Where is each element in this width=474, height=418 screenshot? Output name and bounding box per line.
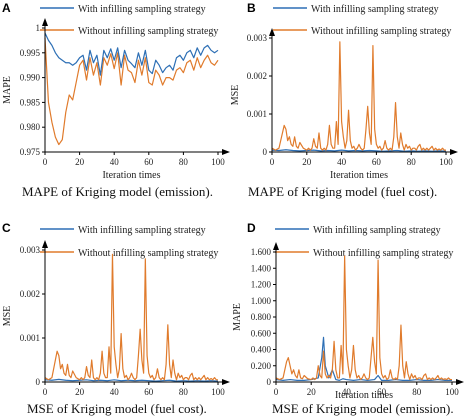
y-axis-title: MAPE — [2, 76, 13, 104]
y-tick-label: 0.200 — [251, 361, 272, 371]
panel-letter: D — [247, 221, 256, 235]
x-tick-label: 20 — [75, 157, 85, 167]
y-tick-label: 0.002 — [247, 71, 267, 81]
y-tick-label: 1.600 — [251, 247, 272, 257]
y-axis-title: MSE — [230, 85, 241, 106]
y-tick-label: 0.990 — [20, 73, 41, 83]
y-tick-label: 1.400 — [251, 263, 272, 273]
chart-panel-b: B With infilling sampling strategy Without… — [230, 1, 458, 199]
chart-panel-a: A With infilling sampling strategy Without… — [2, 1, 230, 199]
x-tick-label: 40 — [110, 387, 120, 397]
y-tick-label: 0 — [267, 377, 272, 387]
series-line-without — [44, 253, 218, 381]
x-tick-label: 20 — [302, 157, 312, 167]
y-tick-label: 0.001 — [20, 333, 40, 343]
y-tick-label: 1 — [36, 23, 41, 33]
x-tick-label: 100 — [439, 157, 453, 167]
panel-letter: B — [247, 1, 256, 15]
y-axis-arrow — [42, 240, 48, 248]
chart-caption: MAPE of Kriging model (emission). — [22, 184, 213, 199]
y-tick-label: 0.003 — [247, 33, 268, 43]
x-tick-label: 100 — [211, 387, 225, 397]
x-axis-arrow — [456, 379, 464, 385]
chart-caption: MSE of Kriging model (fuel cost). — [27, 401, 207, 416]
series-line-without — [275, 255, 452, 381]
x-axis-title: Iteration times — [102, 170, 160, 181]
x-tick-label: 0 — [270, 157, 275, 167]
y-axis-title: MAPE — [232, 303, 243, 331]
y-tick-label: 1.000 — [251, 296, 272, 306]
chart-panel-d: D With infilling sampling strategy Without… — [232, 221, 464, 416]
y-tick-label: 0.001 — [247, 109, 267, 119]
x-tick-label: 20 — [307, 387, 317, 397]
y-tick-label: 0.995 — [20, 48, 41, 58]
y-tick-label: 0.975 — [20, 147, 41, 157]
y-tick-label: 0 — [36, 377, 41, 387]
x-tick-label: 20 — [75, 387, 85, 397]
series-line-without — [271, 41, 446, 151]
series-line-with — [44, 378, 219, 382]
y-tick-label: 0.002 — [20, 289, 40, 299]
x-tick-label: 60 — [372, 157, 382, 167]
series-line-with — [271, 149, 447, 152]
y-axis-arrow — [42, 18, 48, 26]
x-tick-label: 40 — [342, 387, 352, 397]
legend-label-without: Without infilling sampling strategy — [78, 248, 218, 259]
chart-caption: MAPE of Kriging model (fuel cost). — [248, 184, 437, 199]
y-tick-label: 1.200 — [251, 280, 272, 290]
x-tick-label: 60 — [377, 387, 387, 397]
chart-panel-c: C With infilling sampling strategy Without… — [2, 221, 230, 416]
x-tick-label: 0 — [43, 387, 48, 397]
x-axis-title: Iteration times — [330, 170, 388, 181]
x-tick-label: 60 — [144, 387, 154, 397]
x-tick-label: 80 — [179, 387, 189, 397]
x-axis-title: Iteration times — [335, 390, 393, 401]
y-tick-label: 0 — [263, 147, 268, 157]
y-tick-label: 0.800 — [251, 312, 272, 322]
legend-label-without: Without infilling sampling strategy — [311, 26, 451, 37]
legend-label-with: With infilling sampling strategy — [78, 4, 206, 15]
y-tick-label: 0.980 — [20, 122, 41, 132]
x-tick-label: 40 — [337, 157, 347, 167]
x-tick-label: 80 — [412, 387, 422, 397]
x-axis-arrow — [222, 149, 230, 155]
y-tick-label: 0.400 — [251, 345, 272, 355]
y-tick-label: 0.985 — [20, 97, 41, 107]
x-tick-label: 80 — [407, 157, 417, 167]
legend-label-with: With infilling sampling strategy — [313, 225, 441, 236]
y-tick-label: 0.003 — [20, 245, 41, 255]
chart-caption: MSE of Kriging model (emission). — [272, 401, 454, 416]
x-tick-label: 100 — [445, 387, 459, 397]
x-tick-label: 40 — [110, 157, 120, 167]
legend-label-without: Without infilling sampling strategy — [78, 26, 218, 37]
y-tick-label: 0.600 — [251, 328, 272, 338]
x-tick-label: 80 — [179, 157, 189, 167]
series-line-with — [44, 32, 219, 76]
x-axis-arrow — [222, 379, 230, 385]
legend-label-with: With infilling sampling strategy — [78, 225, 206, 236]
series-line-without — [44, 37, 219, 146]
panel-letter: A — [2, 1, 11, 15]
x-tick-label: 100 — [211, 157, 225, 167]
panel-letter: C — [2, 221, 11, 235]
y-axis-arrow — [273, 242, 279, 250]
x-tick-label: 0 — [274, 387, 279, 397]
legend-label-without: Without infilling sampling strategy — [313, 248, 453, 259]
x-axis-arrow — [450, 149, 458, 155]
legend-label-with: With infilling sampling strategy — [311, 4, 439, 15]
x-tick-label: 60 — [144, 157, 154, 167]
x-tick-label: 0 — [43, 157, 48, 167]
y-axis-title: MSE — [2, 306, 13, 327]
y-axis-arrow — [269, 28, 275, 36]
